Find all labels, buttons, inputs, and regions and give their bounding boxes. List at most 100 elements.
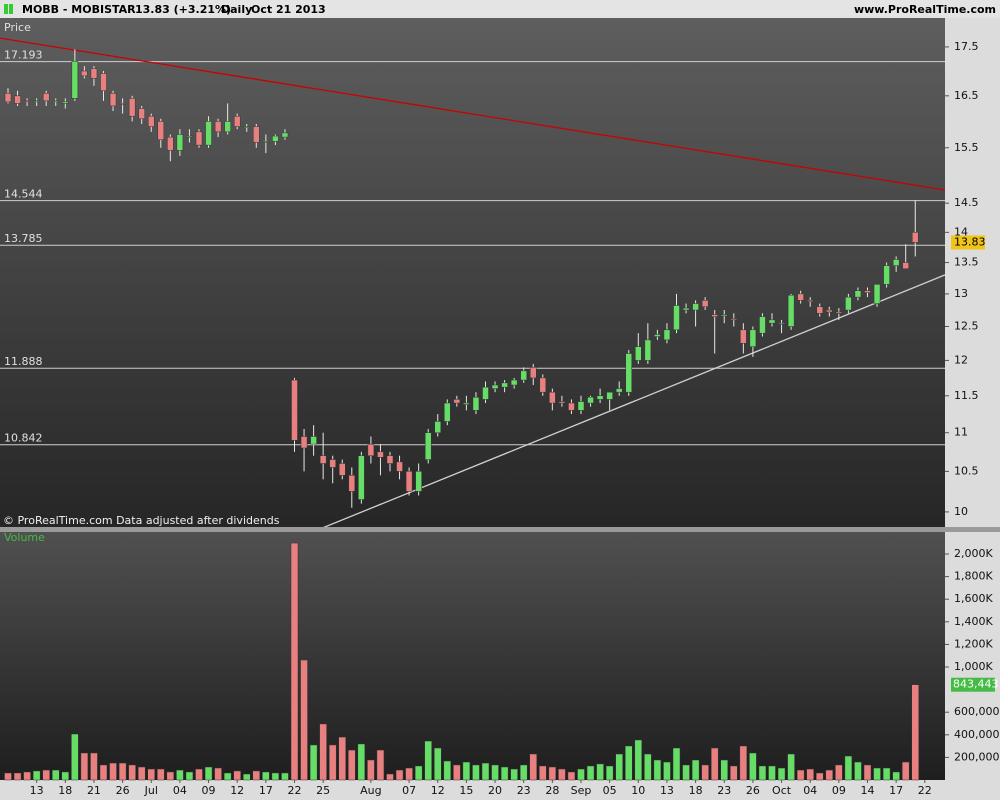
last-price-box [951, 235, 985, 250]
candle-body [778, 322, 785, 325]
volume-bar [806, 768, 814, 781]
candle-body [4, 93, 12, 103]
candle-body [319, 455, 327, 464]
volume-bar [720, 759, 728, 781]
candle-body [300, 436, 308, 449]
x-tick-label: 25 [316, 784, 330, 797]
candle-body [615, 388, 623, 393]
candle-body [281, 132, 289, 138]
y-tick-label: 16.5 [954, 89, 979, 102]
price-plot [0, 37, 945, 527]
volume-bar [386, 773, 394, 781]
volume-bar [653, 759, 662, 781]
last-volume-label: 843,443 [953, 678, 999, 691]
volume-bar [663, 761, 671, 781]
candle-body [233, 115, 241, 127]
candle-body [644, 339, 652, 361]
y-tick-label: 10.5 [954, 464, 979, 477]
volume-bar [434, 747, 442, 781]
volume-bar [137, 766, 146, 781]
x-tick-label: 12 [230, 784, 244, 797]
candle-body [253, 126, 260, 143]
candle-body [826, 309, 833, 313]
volume-bar [243, 773, 251, 781]
x-tick-label: 12 [431, 784, 445, 797]
candle-body [835, 311, 843, 314]
volume-bar [901, 761, 910, 781]
x-tick-label: 23 [517, 784, 531, 797]
candle-body [692, 303, 699, 311]
volume-bar [80, 752, 89, 781]
volume-bar [99, 764, 108, 781]
volume-bar [472, 764, 480, 781]
volume-bar [214, 767, 222, 781]
x-tick-label: 17 [259, 784, 273, 797]
volume-bar [749, 752, 757, 781]
period: Daily [221, 3, 252, 16]
volume-bar [357, 743, 366, 781]
volume-bar [109, 762, 117, 781]
candle-body [14, 95, 21, 104]
y-tick-label: 14.5 [954, 196, 979, 209]
x-tick-label: 18 [689, 784, 703, 797]
candle-body [482, 386, 489, 400]
level-label: 13.785 [4, 232, 43, 245]
volume-bar [376, 749, 385, 781]
candle-body [654, 334, 661, 337]
volume-bar [71, 733, 79, 781]
volume-bar [710, 747, 719, 781]
volume-bar [825, 769, 834, 781]
candle-body [587, 396, 594, 404]
symbol: MOBB - MOBISTAR [22, 3, 136, 16]
candle-body [405, 471, 413, 492]
y-tick-label: 1,000K [954, 660, 993, 673]
y-tick-label: 1,400K [954, 615, 993, 628]
volume-bar [185, 771, 194, 781]
volume-bar [319, 723, 327, 781]
candle-body [33, 100, 40, 103]
quote: 13.83 (+3.21%) [135, 3, 231, 16]
y-tick-label: 13 [954, 287, 968, 300]
candle-body [701, 300, 709, 308]
x-tick-label: 04 [803, 784, 817, 797]
volume-bar [529, 753, 537, 781]
candle-body [310, 436, 317, 445]
panel-title: Volume [4, 531, 45, 544]
candle-body [577, 401, 585, 411]
volume-bar [348, 749, 356, 781]
candle-body [845, 296, 852, 311]
y-tick-label: 12.5 [954, 319, 979, 332]
candle-body [100, 73, 107, 92]
price-axis [945, 18, 1000, 527]
x-tick-label: 28 [545, 784, 559, 797]
volume-bar [4, 772, 12, 781]
volume-bar [233, 770, 241, 781]
volume-bar [252, 770, 261, 781]
candle-body [205, 121, 212, 146]
volume-bar [405, 767, 413, 781]
candle-body [224, 121, 231, 133]
candle-body [186, 135, 193, 138]
candle-body [119, 103, 126, 105]
candle-body [367, 443, 375, 456]
x-tick-label: 26 [746, 784, 760, 797]
icon [9, 4, 13, 14]
x-tick-label: 26 [116, 784, 130, 797]
candle-body [873, 284, 881, 304]
candle-body [128, 98, 136, 117]
x-tick-label: 15 [459, 784, 473, 797]
candle-body [625, 353, 632, 393]
candle-body [167, 136, 174, 151]
volume-bar [691, 759, 700, 781]
candle-body [291, 379, 298, 441]
candle-body [749, 329, 757, 347]
x-tick-label: 05 [603, 784, 617, 797]
y-tick-label: 600,000 [954, 705, 1000, 718]
candle-body [243, 126, 250, 128]
y-tick-label: 1,600K [954, 592, 993, 605]
x-axis [0, 780, 1000, 800]
volume-bar [672, 747, 681, 781]
volume-bar [52, 769, 60, 781]
candle-body [673, 305, 680, 331]
